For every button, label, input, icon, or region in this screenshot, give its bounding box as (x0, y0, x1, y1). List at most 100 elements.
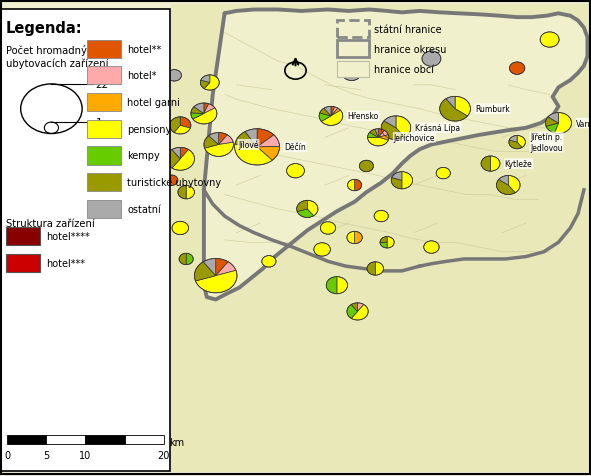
Wedge shape (554, 113, 571, 134)
Wedge shape (481, 157, 491, 172)
Wedge shape (384, 117, 396, 129)
Wedge shape (201, 76, 210, 83)
Text: 5: 5 (43, 450, 50, 460)
Wedge shape (180, 148, 189, 159)
Text: Struktura zařízení: Struktura zařízení (6, 219, 95, 229)
Wedge shape (235, 145, 272, 166)
Bar (46, 435, 85, 444)
Wedge shape (204, 137, 219, 149)
FancyBboxPatch shape (1, 10, 170, 471)
Wedge shape (337, 277, 348, 294)
Wedge shape (326, 277, 337, 294)
Wedge shape (257, 136, 280, 148)
Text: turistické ubytovny: turistické ubytovny (127, 178, 221, 188)
Wedge shape (166, 150, 180, 169)
Bar (7, 435, 46, 444)
Wedge shape (209, 133, 219, 145)
Text: Legenda:: Legenda: (6, 21, 83, 36)
Wedge shape (508, 176, 520, 193)
Wedge shape (422, 52, 441, 67)
Wedge shape (193, 109, 217, 125)
Text: ostatní: ostatní (127, 205, 161, 214)
Wedge shape (320, 222, 336, 235)
Wedge shape (196, 271, 237, 293)
Text: hranice obcí: hranice obcí (374, 65, 434, 75)
Wedge shape (165, 176, 178, 186)
Wedge shape (540, 33, 559, 48)
Wedge shape (257, 129, 274, 148)
Wedge shape (297, 209, 314, 218)
Wedge shape (179, 254, 186, 265)
Wedge shape (355, 232, 362, 244)
Wedge shape (235, 132, 257, 148)
Text: Jířetín p.
Jedlovou: Jířetín p. Jedlovou (530, 133, 563, 152)
Wedge shape (378, 135, 389, 141)
Wedge shape (545, 118, 558, 127)
Wedge shape (191, 114, 204, 120)
Wedge shape (348, 180, 355, 191)
Wedge shape (424, 241, 439, 254)
FancyBboxPatch shape (87, 174, 121, 192)
Text: 1: 1 (96, 118, 102, 128)
Text: Děčín: Děčín (284, 143, 306, 152)
Wedge shape (204, 143, 233, 157)
Text: hotel*: hotel* (127, 71, 157, 81)
Bar (85, 435, 125, 444)
Text: 10: 10 (79, 450, 92, 460)
Wedge shape (391, 178, 402, 189)
Wedge shape (262, 256, 276, 268)
Wedge shape (368, 133, 378, 138)
Wedge shape (367, 262, 375, 276)
Wedge shape (204, 76, 219, 91)
Wedge shape (355, 180, 362, 191)
Wedge shape (331, 109, 340, 117)
Text: hotel****: hotel**** (46, 231, 90, 241)
Wedge shape (491, 157, 500, 172)
Wedge shape (219, 133, 228, 145)
Wedge shape (186, 186, 194, 199)
Wedge shape (194, 262, 216, 281)
Wedge shape (375, 129, 378, 138)
Wedge shape (174, 126, 190, 135)
Wedge shape (396, 117, 411, 138)
FancyBboxPatch shape (6, 255, 40, 273)
Text: státní hranice: státní hranice (374, 25, 441, 35)
Wedge shape (347, 232, 355, 244)
Wedge shape (380, 243, 387, 248)
Wedge shape (204, 104, 209, 114)
Text: kempy: kempy (127, 151, 160, 161)
Text: Hřensko: Hřensko (348, 112, 379, 121)
Wedge shape (331, 108, 338, 117)
Wedge shape (374, 211, 388, 222)
Wedge shape (378, 129, 385, 138)
Wedge shape (216, 262, 236, 276)
Wedge shape (191, 108, 204, 114)
Wedge shape (440, 99, 467, 122)
Wedge shape (287, 164, 304, 178)
Wedge shape (178, 186, 186, 199)
Wedge shape (219, 136, 233, 145)
Wedge shape (172, 148, 180, 159)
Wedge shape (307, 201, 318, 217)
FancyBboxPatch shape (87, 94, 121, 112)
Text: Počet hromadných
ubytovacích zařízení: Počet hromadných ubytovacích zařízení (6, 45, 108, 69)
Wedge shape (381, 121, 405, 140)
Wedge shape (369, 130, 378, 138)
Wedge shape (257, 147, 280, 161)
Text: Kytleže: Kytleže (505, 160, 532, 169)
Wedge shape (546, 124, 558, 134)
Wedge shape (342, 66, 361, 81)
FancyBboxPatch shape (337, 21, 369, 38)
Wedge shape (496, 180, 515, 195)
Text: km: km (170, 437, 185, 446)
Wedge shape (509, 63, 525, 75)
Wedge shape (368, 138, 388, 147)
Wedge shape (297, 201, 307, 212)
FancyBboxPatch shape (87, 147, 121, 165)
Wedge shape (200, 81, 210, 89)
Text: Varnsdorf: Varnsdorf (576, 119, 591, 128)
Text: Jeříchovice: Jeříchovice (394, 134, 435, 142)
Wedge shape (517, 136, 525, 148)
Wedge shape (358, 303, 364, 312)
Wedge shape (204, 105, 215, 114)
